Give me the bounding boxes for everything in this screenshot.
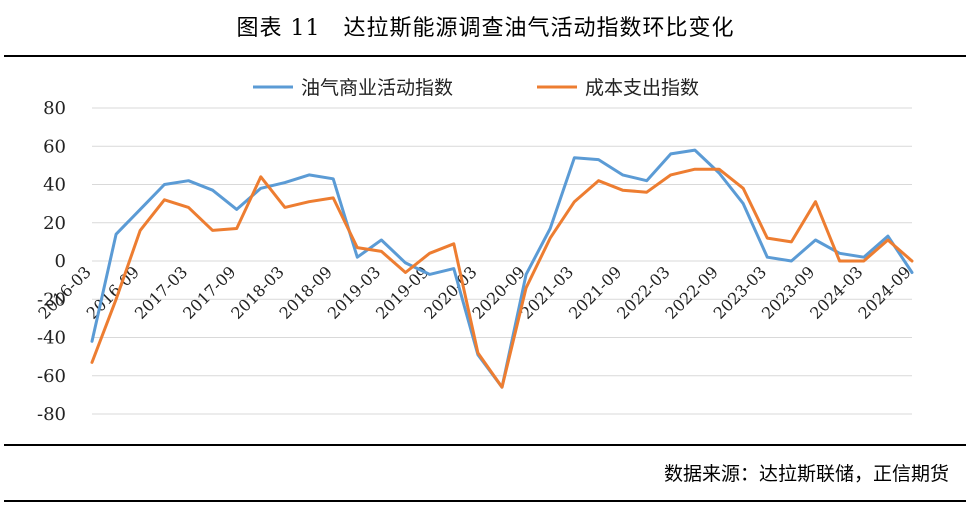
- legend-label-1: 油气商业活动指数: [301, 77, 453, 99]
- y-tick-label: -60: [37, 366, 66, 387]
- bottom-rule: [4, 444, 966, 446]
- gridlines: [92, 107, 912, 415]
- series-line-2: [90, 167, 914, 389]
- top-rule: [4, 55, 966, 57]
- source-note: 数据来源：达拉斯联储，正信期货: [663, 463, 949, 485]
- y-tick-label: -20: [37, 289, 66, 310]
- legend: 油气商业活动指数 成本支出指数: [253, 77, 699, 99]
- chart-title: 图表 11 达拉斯能源调查油气活动指数环比变化: [236, 16, 735, 41]
- series-lines: [90, 148, 914, 389]
- y-tick-label: 60: [43, 136, 66, 157]
- y-tick-label: -80: [37, 404, 66, 425]
- y-axis-ticks: -80 -60 -40 -20 0 20 40 60 80: [37, 98, 66, 425]
- y-tick-label: 0: [55, 251, 66, 272]
- y-tick-label: 40: [43, 175, 66, 196]
- x-tick-label: 2024-09: [854, 262, 914, 322]
- y-tick-label: 80: [43, 98, 66, 119]
- footer-rule: [4, 500, 966, 502]
- x-axis-ticks: 2016-032016-092017-032017-092018-032018-…: [34, 262, 914, 322]
- y-tick-label: -40: [37, 328, 66, 349]
- y-tick-label: 20: [43, 213, 66, 234]
- series-line-1: [90, 148, 914, 389]
- legend-label-2: 成本支出指数: [585, 77, 699, 99]
